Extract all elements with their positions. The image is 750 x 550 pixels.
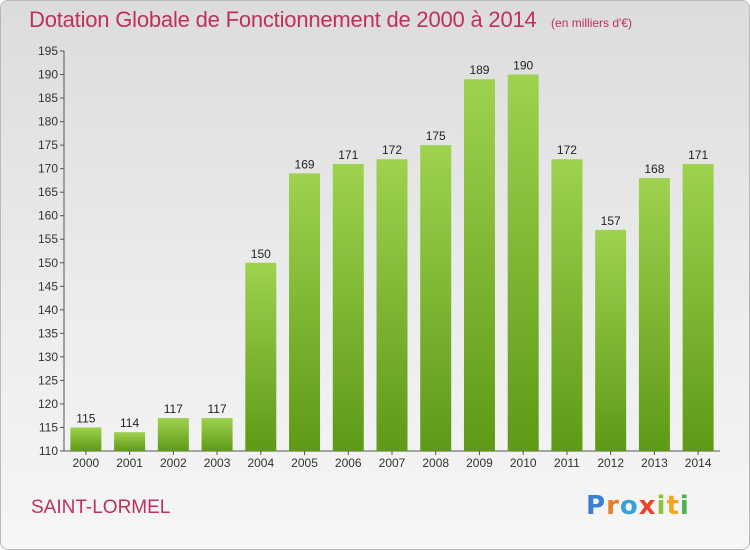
x-tick-label: 2001 [116,456,143,470]
proxiti-logo[interactable]: Proxiti [586,491,690,521]
x-tick-label: 2007 [379,456,406,470]
y-tick-label: 195 [38,44,58,58]
y-tick-label: 160 [38,209,58,223]
x-tick-label: 2012 [597,456,624,470]
bar-2011 [551,159,583,451]
y-tick-label: 140 [38,303,58,317]
x-tick-label: 2010 [510,456,537,470]
bar-2001 [114,432,146,451]
value-label: 114 [120,416,139,430]
y-tick-label: 180 [38,115,58,129]
y-tick-label: 165 [38,185,58,199]
bar-2003 [201,418,233,451]
x-tick-label: 2011 [554,456,580,470]
bar-2005 [289,173,321,451]
y-tick-label: 175 [38,138,58,152]
x-tick-label: 2008 [422,456,449,470]
value-label: 168 [644,162,664,176]
x-tick-label: 2003 [204,456,231,470]
value-label: 171 [688,148,708,162]
value-label: 150 [251,247,271,261]
y-tick-label: 115 [39,420,58,434]
bar-2007 [376,159,408,451]
value-label: 117 [164,402,183,416]
y-tick-label: 155 [38,232,58,246]
bar-2009 [463,79,495,451]
y-tick-label: 170 [38,162,58,176]
value-label: 190 [513,59,533,73]
x-tick-label: 2004 [247,456,274,470]
bar-2002 [157,418,189,451]
value-label: 172 [382,143,402,157]
y-axis: 110 115 120 125 130 135 140 145 150 155 160 165 170 1… [38,44,65,458]
value-label: 172 [557,143,577,157]
x-tick-label: 2013 [641,456,668,470]
y-tick-label: 145 [38,279,58,293]
bar-2006 [332,163,364,452]
value-label: 115 [76,411,95,425]
chart-title: Dotation Globale de Fonctionnement de 20… [29,7,537,32]
x-tick-label: 2014 [685,456,712,470]
bar-2004 [245,262,277,451]
value-label: 171 [338,148,358,162]
y-tick-label: 190 [38,68,58,82]
chart-subtitle: (en milliers d'€) [551,16,633,30]
bar-2013 [638,178,670,451]
value-label: 169 [295,157,315,171]
title-row: Dotation Globale de Fonctionnement de 20… [29,7,632,33]
y-tick-label: 135 [38,326,58,340]
value-labels: 115 114 117 117 150 169 171 172 175 189 190 172 157 1… [76,59,708,431]
bar-2010 [507,74,539,451]
bar-2008 [420,145,452,451]
y-tick-label: 120 [38,397,58,411]
bar-2014 [682,163,714,452]
y-tick-label: 125 [38,373,58,387]
x-tick-label: 2002 [160,456,187,470]
y-tick-label: 150 [38,256,58,270]
bars [70,74,714,452]
x-tick-label: 2000 [73,456,100,470]
y-tick-label: 185 [38,91,58,105]
x-tick-label: 2005 [291,456,318,470]
x-axis: 2000 2001 2002 2003 2004 2005 2006 2007 2008 2009… [64,450,720,470]
value-label: 175 [426,129,446,143]
value-label: 189 [469,63,489,77]
commune-name: SAINT-LORMEL [31,497,171,518]
x-tick-label: 2009 [466,456,493,470]
value-label: 117 [207,402,226,416]
value-label: 157 [601,214,621,228]
bar-2012 [595,229,627,451]
y-tick-label: 130 [38,350,58,364]
x-tick-label: 2006 [335,456,362,470]
bar-2000 [70,427,102,451]
y-tick-label: 110 [39,444,58,458]
